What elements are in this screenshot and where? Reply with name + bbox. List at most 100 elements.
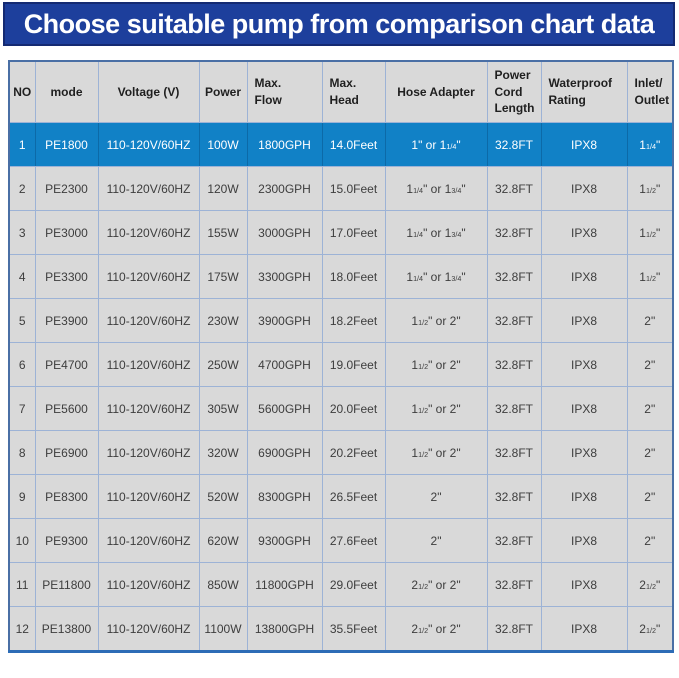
cell-voltage: 110-120V/60HZ: [97, 430, 200, 475]
cell-hose_adapter: 2": [384, 474, 488, 519]
cell-mode: PE3900: [34, 298, 99, 343]
cell-mode: PE3000: [34, 210, 99, 255]
cell-mode: PE5600: [34, 386, 99, 431]
cell-max_head: 29.0Feet: [321, 562, 386, 607]
cell-inlet_outlet: 2": [626, 430, 674, 475]
cell-max_head: 26.5Feet: [321, 474, 386, 519]
cell-power: 850W: [198, 562, 248, 607]
table-row-pe4700: 6 PE4700 110-120V/60HZ 250W 4700GPH 19.0Feet 1…: [8, 342, 674, 387]
fraction-text: 1/4: [413, 185, 424, 195]
cell-inlet_outlet: 2": [626, 342, 674, 387]
cell-mode: PE3300: [34, 254, 99, 299]
cell-max_head: 18.2Feet: [321, 298, 386, 343]
cell-max_head: 20.2Feet: [321, 430, 386, 475]
cell-waterproof_rating: IPX8: [540, 518, 628, 563]
column-header-mode: mode: [34, 60, 99, 123]
fraction-text: 1/4: [446, 141, 457, 151]
cell-max_head: 18.0Feet: [321, 254, 386, 299]
cell-waterproof_rating: IPX8: [540, 430, 628, 475]
table-row-pe8300: 9 PE8300 110-120V/60HZ 520W 8300GPH 26.5Feet 2…: [8, 474, 674, 519]
cell-power_cord_length: 32.8FT: [486, 386, 542, 431]
table-row-pe2300: 2 PE2300 110-120V/60HZ 120W 2300GPH 15.0Feet 1…: [8, 166, 674, 211]
cell-power_cord_length: 32.8FT: [486, 430, 542, 475]
cell-power_cord_length: 32.8FT: [486, 122, 542, 167]
column-header-no: NO: [8, 60, 36, 123]
cell-voltage: 110-120V/60HZ: [97, 254, 200, 299]
cell-voltage: 110-120V/60HZ: [97, 386, 200, 431]
table-row-pe11800: 11 PE11800 110-120V/60HZ 850W 11800GPH 29.0Fe…: [8, 562, 674, 607]
cell-max_flow: 3000GPH: [246, 210, 323, 255]
cell-inlet_outlet: 2": [626, 386, 674, 431]
cell-power_cord_length: 32.8FT: [486, 474, 542, 519]
cell-hose_adapter: 21/2" or 2": [384, 606, 488, 652]
cell-max_flow: 8300GPH: [246, 474, 323, 519]
fraction-text: 1/2: [418, 317, 429, 327]
cell-waterproof_rating: IPX8: [540, 342, 628, 387]
cell-no: 10: [8, 518, 36, 563]
cell-inlet_outlet: 11/4": [626, 122, 674, 167]
cell-no: 2: [8, 166, 36, 211]
cell-max_head: 19.0Feet: [321, 342, 386, 387]
cell-power_cord_length: 32.8FT: [486, 518, 542, 563]
cell-max_head: 20.0Feet: [321, 386, 386, 431]
cell-max_flow: 9300GPH: [246, 518, 323, 563]
cell-mode: PE6900: [34, 430, 99, 475]
cell-power: 1100W: [198, 606, 248, 652]
cell-hose_adapter: 11/2" or 2": [384, 298, 488, 343]
table-row-pe6900: 8 PE6900 110-120V/60HZ 320W 6900GPH 20.2Feet 1…: [8, 430, 674, 475]
fraction-text: 1/2: [418, 361, 429, 371]
fraction-text: 1/2: [645, 229, 656, 239]
fraction-text: 3/4: [451, 185, 462, 195]
cell-hose_adapter: 11/4" or 13/4": [384, 166, 488, 211]
cell-power: 305W: [198, 386, 248, 431]
cell-waterproof_rating: IPX8: [540, 474, 628, 519]
cell-no: 3: [8, 210, 36, 255]
fraction-text: 1/2: [418, 405, 429, 415]
cell-no: 7: [8, 386, 36, 431]
fraction-text: 1/2: [418, 449, 429, 459]
cell-power_cord_length: 32.8FT: [486, 166, 542, 211]
cell-voltage: 110-120V/60HZ: [97, 518, 200, 563]
cell-no: 5: [8, 298, 36, 343]
cell-max_flow: 6900GPH: [246, 430, 323, 475]
table-row-pe3300: 4 PE3300 110-120V/60HZ 175W 3300GPH 18.0Feet 1…: [8, 254, 674, 299]
cell-mode: PE11800: [34, 562, 99, 607]
column-header-power_cord_length: Power Cord Length: [486, 60, 542, 123]
fraction-text: 1/2: [645, 273, 656, 283]
cell-waterproof_rating: IPX8: [540, 254, 628, 299]
cell-no: 9: [8, 474, 36, 519]
column-header-power: Power: [198, 60, 248, 123]
cell-no: 12: [8, 606, 36, 652]
cell-voltage: 110-120V/60HZ: [97, 210, 200, 255]
table-row-pe3000: 3 PE3000 110-120V/60HZ 155W 3000GPH 17.0Feet 1…: [8, 210, 674, 255]
cell-hose_adapter: 11/2" or 2": [384, 430, 488, 475]
table-row-pe5600: 7 PE5600 110-120V/60HZ 305W 5600GPH 20.0Feet 1…: [8, 386, 674, 431]
table-header-row: NO mode Voltage (V) Power Max. Flow Max. Head…: [8, 60, 674, 123]
cell-voltage: 110-120V/60HZ: [97, 122, 200, 167]
fraction-text: 1/2: [645, 625, 656, 635]
cell-max_head: 15.0Feet: [321, 166, 386, 211]
column-header-hose_adapter: Hose Adapter: [384, 60, 488, 123]
cell-max_head: 27.6Feet: [321, 518, 386, 563]
cell-voltage: 110-120V/60HZ: [97, 166, 200, 211]
banner: Choose suitable pump from comparison cha…: [3, 2, 675, 46]
fraction-text: 1/2: [645, 185, 656, 195]
table-row-pe1800: 1 PE1800 110-120V/60HZ 100W 1800GPH 14.0Feet 1…: [8, 122, 674, 167]
cell-power_cord_length: 32.8FT: [486, 606, 542, 652]
cell-hose_adapter: 2": [384, 518, 488, 563]
cell-no: 8: [8, 430, 36, 475]
cell-max_head: 17.0Feet: [321, 210, 386, 255]
fraction-text: 3/4: [451, 273, 462, 283]
cell-no: 11: [8, 562, 36, 607]
banner-title: Choose suitable pump from comparison cha…: [23, 8, 655, 39]
cell-mode: PE13800: [34, 606, 99, 652]
fraction-text: 3/4: [451, 229, 462, 239]
table-row-pe13800: 12 PE13800 110-120V/60HZ 1100W 13800GPH 35.5F…: [8, 606, 674, 652]
cell-inlet_outlet: 11/2": [626, 254, 674, 299]
cell-max_flow: 2300GPH: [246, 166, 323, 211]
cell-voltage: 110-120V/60HZ: [97, 474, 200, 519]
cell-inlet_outlet: 11/2": [626, 210, 674, 255]
table-row-pe3900: 5 PE3900 110-120V/60HZ 230W 3900GPH 18.2Feet 1…: [8, 298, 674, 343]
cell-no: 4: [8, 254, 36, 299]
fraction-text: 1/2: [645, 581, 656, 591]
